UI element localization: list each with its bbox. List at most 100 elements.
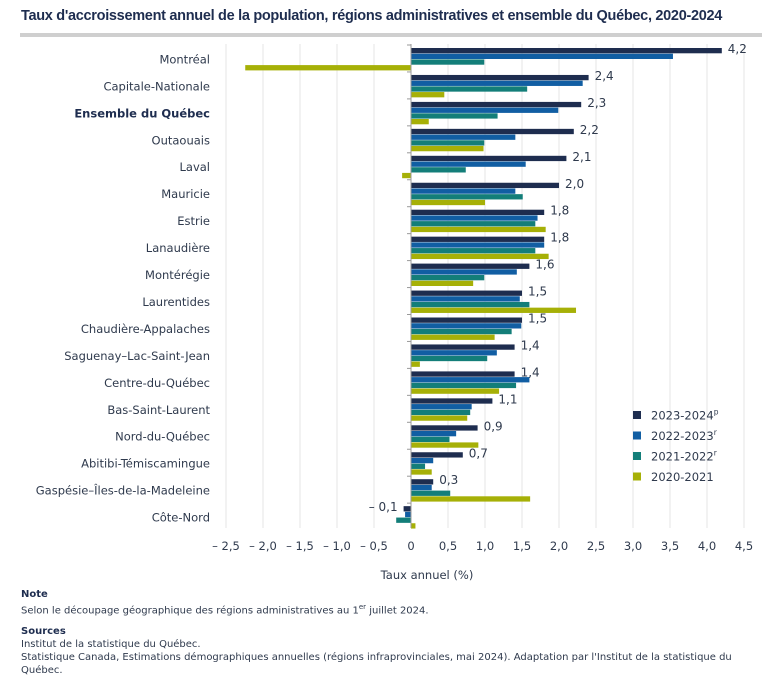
category-label: Chaudière-Appalaches [81, 322, 210, 336]
x-tick-label: 1,5 [513, 539, 531, 553]
x-tick-label: 2,5 [587, 539, 605, 553]
x-tick-label: 3,0 [624, 539, 642, 553]
source-line: Statistique Canada, Estimations démograp… [21, 652, 732, 677]
bar-2022-2023 [411, 107, 559, 113]
sources-heading: Sources [21, 626, 66, 638]
bar-2021-2022 [411, 221, 536, 227]
legend-label-text: 2020-2021 [651, 470, 714, 484]
bar-2022-2023 [405, 511, 411, 518]
category-label: Abitibi-Témiscamingue [81, 457, 210, 471]
gridlines [225, 44, 745, 528]
bar-2021-2022 [411, 328, 512, 335]
x-axis-title: Taux annuel (%) [380, 568, 474, 582]
note-superscript: er [358, 603, 367, 611]
bar-2020-2021 [411, 361, 420, 367]
bar-2021-2022 [411, 140, 485, 146]
data-label: 4,2 [728, 42, 747, 56]
y-axis [407, 44, 412, 528]
bar-2022-2023 [411, 269, 517, 275]
legend-item: 2021-2022r [633, 449, 718, 464]
bar-2021-2022 [411, 113, 498, 119]
data-label: – 0,1 [369, 500, 398, 514]
data-labels: 4,2 2,4 2,3 2,2 2,1 2,0 1,8 1,8 1,6 1,5 1,5 1,4 1,4 1… [369, 42, 747, 514]
legend-label: 2021-2022r [651, 449, 718, 464]
bar-2023-2024 [411, 74, 589, 81]
category-label: Côte-Nord [152, 511, 210, 525]
bar-2020-2021 [411, 280, 474, 286]
bar-2020-2021 [411, 199, 485, 206]
legend-swatch [633, 472, 641, 481]
bar-2021-2022 [396, 517, 411, 523]
bar-2022-2023 [411, 296, 520, 302]
bar-2023-2024 [411, 398, 493, 404]
x-tick-label: – 2,0 [249, 539, 277, 553]
bar-2021-2022 [411, 59, 485, 65]
bar-2020-2021 [411, 253, 549, 260]
bar-2023-2024 [411, 344, 515, 350]
bar-2020-2021 [411, 415, 468, 421]
bar-2021-2022 [411, 301, 530, 308]
x-tick-label: 4,5 [735, 539, 753, 553]
bar-2022-2023 [411, 242, 545, 248]
bar-2020-2021 [411, 226, 546, 233]
bar-2020-2021 [411, 307, 577, 313]
bar-2023-2024 [403, 506, 411, 512]
category-label: Lanaudière [146, 241, 210, 255]
category-label: Laval [179, 160, 210, 174]
bar-2020-2021 [411, 92, 445, 98]
x-tick-label: – 2,5 [212, 539, 240, 553]
x-tick-label: 0,5 [439, 539, 457, 553]
legend-superscript: r [714, 449, 718, 458]
category-label: Nord-du-Québec [115, 430, 210, 444]
data-label: 2,3 [587, 96, 606, 110]
legend-item: 2022-2023r [633, 428, 718, 443]
legend-swatch [633, 411, 641, 419]
bar-2023-2024 [411, 155, 567, 162]
bar-2023-2024 [411, 128, 574, 135]
legend-label-text: 2021-2022 [651, 450, 714, 464]
bar-2023-2024 [411, 452, 463, 458]
bar-2021-2022 [411, 86, 528, 92]
category-label: Saguenay–Lac-Saint-Jean [64, 349, 210, 363]
category-labels: Montréal Capitale-Nationale Ensemble du Qu… [36, 52, 211, 524]
bars [245, 48, 722, 529]
bar-2022-2023 [411, 53, 673, 59]
bar-2020-2021 [411, 334, 495, 340]
bar-2022-2023 [411, 161, 526, 167]
bar-2022-2023 [411, 377, 530, 383]
data-label: 1,5 [528, 312, 547, 326]
bar-2021-2022 [411, 248, 536, 254]
bar-2022-2023 [411, 457, 434, 464]
legend-swatch [633, 452, 641, 460]
legend-label: 2022-2023r [651, 428, 718, 443]
note-block: Note Selon le découpage géographique des… [21, 588, 761, 617]
bar-2022-2023 [411, 404, 472, 410]
bar-chart: Montréal Capitale-Nationale Ensemble du Qu… [36, 42, 753, 582]
data-label: 2,0 [565, 177, 584, 191]
legend-superscript: r [714, 428, 718, 437]
bar-2021-2022 [411, 275, 485, 281]
bar-2020-2021 [411, 119, 429, 125]
note-text-end: juillet 2024. [366, 605, 429, 617]
data-label: 1,4 [521, 365, 540, 379]
x-tick-label: 2,0 [550, 539, 568, 553]
source-line: Institut de la statistique du Québec. [21, 639, 201, 651]
bar-2021-2022 [411, 167, 466, 173]
data-label: 0,7 [469, 446, 488, 460]
legend-superscript: p [714, 408, 719, 417]
category-label: Laurentides [142, 295, 210, 309]
data-label: 2,1 [572, 150, 591, 164]
x-tick-label: 1,0 [476, 539, 494, 553]
bar-2020-2021 [411, 523, 416, 529]
bar-2022-2023 [411, 215, 538, 221]
bar-2021-2022 [411, 382, 517, 389]
category-label: Gaspésie–Îles-de-la-Madeleine [36, 483, 210, 498]
category-label: Estrie [177, 214, 210, 228]
data-label: 1,6 [535, 258, 554, 272]
data-label: 1,8 [550, 204, 569, 218]
bar-2020-2021 [411, 496, 531, 502]
bar-2023-2024 [411, 479, 434, 485]
category-label: Mauricie [161, 187, 210, 201]
bar-2021-2022 [411, 194, 523, 200]
